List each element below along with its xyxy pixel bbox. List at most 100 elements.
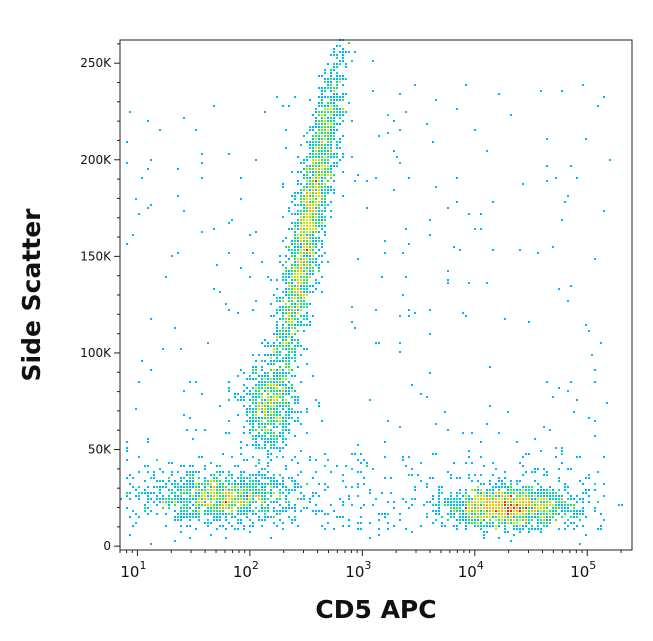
data-point [321, 138, 323, 140]
data-point [285, 498, 287, 500]
data-point [294, 489, 296, 491]
data-point [285, 276, 287, 278]
data-point [510, 504, 512, 506]
data-point [219, 483, 221, 485]
data-point [498, 480, 500, 482]
data-point [270, 384, 272, 386]
data-point [132, 234, 134, 236]
data-point [315, 210, 317, 212]
data-point [198, 492, 200, 494]
data-point [384, 456, 386, 458]
data-point [168, 501, 170, 503]
data-point [276, 390, 278, 392]
data-point [546, 489, 548, 491]
data-point [276, 312, 278, 314]
data-point [189, 480, 191, 482]
data-point [327, 81, 329, 83]
data-point [288, 507, 290, 509]
data-point [267, 498, 269, 500]
data-point [198, 498, 200, 500]
data-point [174, 510, 176, 512]
data-point [249, 504, 251, 506]
data-point [528, 510, 530, 512]
data-point [300, 492, 302, 494]
data-point [300, 204, 302, 206]
data-point [318, 267, 320, 269]
data-point [291, 306, 293, 308]
data-point [303, 231, 305, 233]
data-point [291, 240, 293, 242]
data-point [330, 156, 332, 158]
data-point [258, 444, 260, 446]
data-point [282, 309, 284, 311]
data-point [306, 348, 308, 350]
data-point [267, 417, 269, 419]
data-point [315, 237, 317, 239]
data-point [264, 498, 266, 500]
data-point [546, 522, 548, 524]
data-point [291, 348, 293, 350]
data-point [543, 492, 545, 494]
data-point [483, 510, 485, 512]
data-point [150, 204, 152, 206]
data-point [222, 507, 224, 509]
data-point [330, 78, 332, 80]
data-point [252, 414, 254, 416]
data-point [270, 477, 272, 479]
data-point [303, 222, 305, 224]
data-point [342, 60, 344, 62]
data-point [255, 492, 257, 494]
data-point [276, 348, 278, 350]
data-point [330, 105, 332, 107]
data-point [294, 198, 296, 200]
data-point [309, 261, 311, 263]
data-point [495, 495, 497, 497]
data-point [216, 486, 218, 488]
data-point [255, 513, 257, 515]
data-point [465, 510, 467, 512]
data-point [525, 516, 527, 518]
data-point [555, 504, 557, 506]
data-point [273, 516, 275, 518]
data-point [207, 519, 209, 521]
data-point [270, 360, 272, 362]
data-point [285, 273, 287, 275]
data-point [267, 471, 269, 473]
data-point [387, 420, 389, 422]
data-point [174, 492, 176, 494]
data-point [327, 513, 329, 515]
data-point [231, 219, 233, 221]
data-point [297, 183, 299, 185]
data-point [300, 288, 302, 290]
data-point [318, 126, 320, 128]
data-point [153, 492, 155, 494]
data-point [486, 513, 488, 515]
data-point [252, 417, 254, 419]
data-point [480, 516, 482, 518]
data-point [522, 510, 524, 512]
data-point [279, 504, 281, 506]
data-point [261, 366, 263, 368]
data-point [297, 486, 299, 488]
data-point [282, 447, 284, 449]
data-point [285, 318, 287, 320]
data-point [288, 360, 290, 362]
data-point [477, 513, 479, 515]
data-point [261, 426, 263, 428]
data-point [303, 330, 305, 332]
data-point [507, 522, 509, 524]
data-point [312, 144, 314, 146]
data-point [540, 450, 542, 452]
data-point [516, 495, 518, 497]
data-point [291, 519, 293, 521]
data-point [267, 492, 269, 494]
data-point [297, 306, 299, 308]
data-point [321, 96, 323, 98]
data-point [318, 405, 320, 407]
data-point [357, 483, 359, 485]
data-point [255, 393, 257, 395]
data-point [534, 513, 536, 515]
data-point [171, 483, 173, 485]
data-point [240, 477, 242, 479]
data-point [270, 495, 272, 497]
